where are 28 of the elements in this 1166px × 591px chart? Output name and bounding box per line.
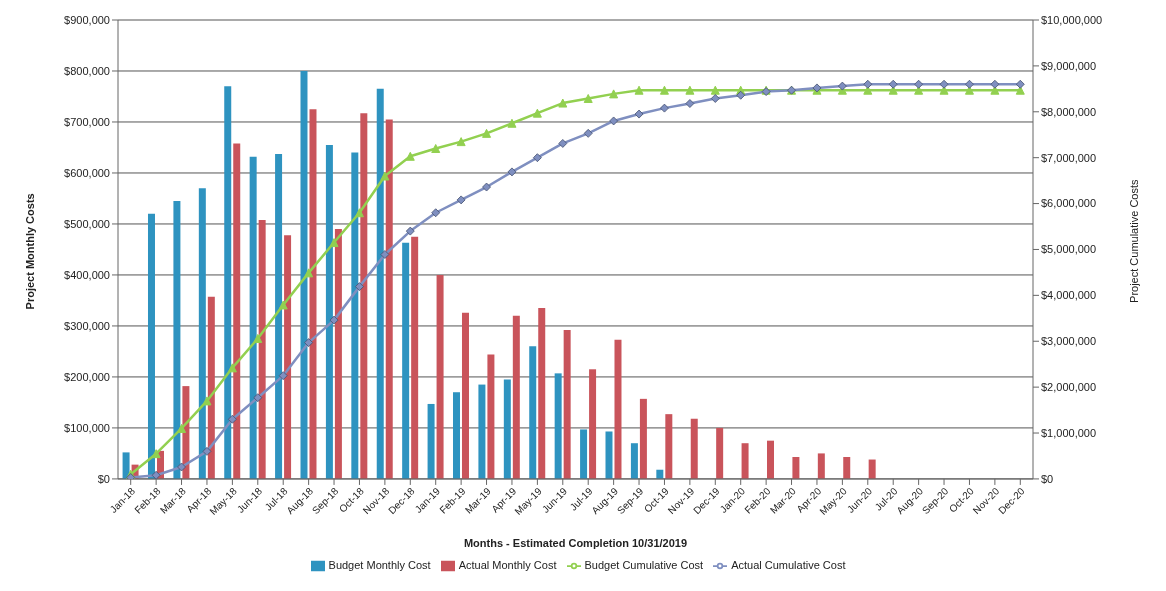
y-tick-label: $700,000 — [64, 115, 110, 128]
y2-tick-label: $2,000,000 — [1041, 381, 1097, 394]
legend-label: Actual Monthly Cost — [458, 558, 557, 571]
y2-tick-label: $1,000,000 — [1041, 426, 1097, 439]
y-tick-label: $400,000 — [64, 268, 110, 281]
y-tick-label: $300,000 — [64, 319, 110, 332]
y-tick-label: $500,000 — [64, 217, 110, 230]
y2-tick-label: $9,000,000 — [1041, 59, 1097, 72]
y2-tick-label: $5,000,000 — [1041, 243, 1097, 256]
y-tick-label: $800,000 — [64, 64, 110, 77]
y2-tick-label: $4,000,000 — [1041, 289, 1097, 302]
legend-label: Budget Monthly Cost — [328, 558, 431, 571]
legend-label: Budget Cumulative Cost — [584, 558, 704, 571]
y2-tick-label: $3,000,000 — [1041, 335, 1097, 348]
x-axis-title: Months - Estimated Completion 10/31/2019 — [463, 536, 688, 549]
y2-tick-label: $8,000,000 — [1041, 105, 1097, 118]
y-tick-label: $900,000 — [64, 13, 110, 26]
y2-tick-label: $0 — [1041, 472, 1054, 485]
y-tick-label: $0 — [97, 472, 110, 485]
y-tick-label: $200,000 — [64, 370, 110, 383]
y2-axis-title: Project Cumulative Costs — [1127, 178, 1140, 303]
y-tick-label: $600,000 — [64, 166, 110, 179]
y2-tick-label: $10,000,000 — [1041, 13, 1103, 26]
y-axis-title: Project Monthly Costs — [23, 193, 36, 310]
y2-tick-label: $7,000,000 — [1041, 151, 1097, 164]
y-tick-label: $100,000 — [64, 421, 110, 434]
legend-label: Actual Cumulative Cost — [731, 558, 846, 571]
y2-tick-label: $6,000,000 — [1041, 197, 1097, 210]
